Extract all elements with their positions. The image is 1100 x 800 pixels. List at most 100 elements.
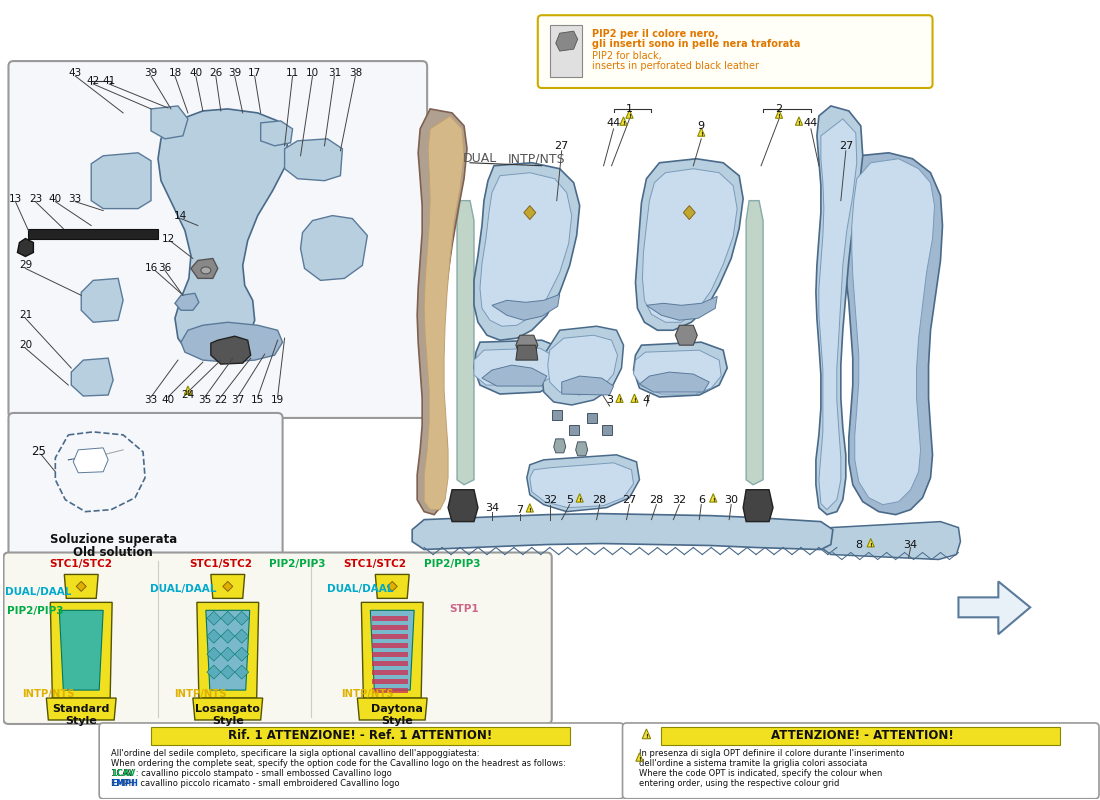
Polygon shape — [223, 582, 233, 591]
Text: 25: 25 — [31, 446, 46, 458]
Polygon shape — [375, 574, 409, 598]
Text: !: ! — [712, 498, 715, 502]
Polygon shape — [207, 630, 221, 643]
Polygon shape — [586, 413, 596, 423]
Polygon shape — [151, 106, 188, 139]
Bar — [372, 661, 408, 666]
Text: 30: 30 — [724, 494, 738, 505]
Polygon shape — [851, 158, 935, 505]
Text: 40: 40 — [48, 194, 62, 204]
Bar — [151, 727, 570, 745]
Text: 41: 41 — [102, 76, 116, 86]
Polygon shape — [626, 110, 634, 118]
Text: !: ! — [778, 114, 781, 119]
Polygon shape — [234, 647, 249, 661]
Text: 44: 44 — [606, 118, 620, 128]
Polygon shape — [191, 258, 218, 278]
Polygon shape — [180, 322, 283, 362]
Text: In presenza di sigla OPT definire il colore durante l'inserimento: In presenza di sigla OPT definire il col… — [639, 749, 905, 758]
Text: 4: 4 — [642, 395, 650, 405]
Text: 38: 38 — [349, 68, 362, 78]
Text: 40: 40 — [189, 68, 202, 78]
Polygon shape — [639, 372, 710, 392]
Text: ATTENZIONE! - ATTENTION!: ATTENZIONE! - ATTENTION! — [771, 730, 954, 742]
Polygon shape — [361, 602, 424, 698]
Text: !: ! — [579, 498, 581, 502]
Polygon shape — [74, 448, 108, 473]
Text: DUAL/DAAL: DUAL/DAAL — [150, 584, 216, 594]
Polygon shape — [616, 394, 623, 402]
Text: Style: Style — [382, 716, 414, 726]
Polygon shape — [221, 665, 234, 679]
Text: 27: 27 — [838, 141, 853, 151]
Bar — [372, 688, 408, 693]
Polygon shape — [552, 410, 562, 420]
Polygon shape — [675, 326, 697, 345]
Text: !: ! — [623, 121, 625, 126]
Polygon shape — [548, 335, 617, 395]
FancyBboxPatch shape — [623, 723, 1099, 798]
Polygon shape — [197, 602, 258, 698]
Polygon shape — [527, 455, 639, 512]
Bar — [372, 670, 408, 675]
Text: 16: 16 — [144, 263, 157, 274]
Text: !: ! — [632, 398, 636, 403]
Text: 6: 6 — [697, 494, 705, 505]
Polygon shape — [207, 665, 221, 679]
Text: 42: 42 — [87, 76, 100, 86]
Text: 8: 8 — [855, 539, 862, 550]
Text: EMPH: EMPH — [111, 778, 138, 788]
Text: 17: 17 — [249, 68, 262, 78]
Polygon shape — [710, 494, 717, 502]
Polygon shape — [642, 169, 737, 322]
Polygon shape — [620, 117, 627, 126]
FancyBboxPatch shape — [3, 553, 552, 724]
Bar — [372, 652, 408, 657]
Text: 33: 33 — [68, 194, 81, 204]
Text: DUAL/DAAL: DUAL/DAAL — [327, 584, 394, 594]
Text: 27: 27 — [623, 494, 637, 505]
Polygon shape — [207, 611, 221, 626]
Polygon shape — [516, 345, 538, 360]
Polygon shape — [542, 326, 624, 405]
Polygon shape — [636, 753, 644, 762]
Polygon shape — [474, 340, 566, 394]
Text: 15: 15 — [251, 395, 264, 405]
Text: STP1: STP1 — [449, 604, 478, 614]
Polygon shape — [59, 610, 103, 690]
Text: DUAL/DAAL: DUAL/DAAL — [6, 587, 72, 598]
Bar — [372, 643, 408, 648]
Text: 28: 28 — [593, 494, 607, 505]
Text: 19: 19 — [271, 395, 284, 405]
Text: 1: 1 — [626, 104, 632, 114]
Text: !: ! — [618, 398, 621, 403]
Text: 7: 7 — [516, 505, 524, 514]
Polygon shape — [746, 201, 763, 485]
Text: STC1/STC2: STC1/STC2 — [50, 559, 112, 570]
Polygon shape — [867, 538, 875, 547]
Text: 36: 36 — [158, 263, 172, 274]
Text: 34: 34 — [485, 502, 499, 513]
Text: PIP2/PIP3: PIP2/PIP3 — [424, 559, 481, 570]
Text: Style: Style — [65, 716, 97, 726]
Polygon shape — [482, 365, 547, 386]
Text: EMPH: cavallino piccolo ricamato - small embroidered Cavallino logo: EMPH: cavallino piccolo ricamato - small… — [111, 778, 399, 788]
Polygon shape — [64, 574, 98, 598]
Text: Soluzione superata: Soluzione superata — [50, 533, 177, 546]
Polygon shape — [448, 490, 478, 522]
Polygon shape — [221, 611, 234, 626]
Polygon shape — [192, 698, 263, 720]
Text: PIP2 per il colore nero,: PIP2 per il colore nero, — [592, 29, 718, 39]
Polygon shape — [553, 439, 565, 453]
Polygon shape — [575, 442, 587, 456]
Text: 2: 2 — [776, 104, 782, 114]
Text: entering order, using the respective colour grid: entering order, using the respective col… — [639, 778, 839, 788]
Polygon shape — [417, 109, 467, 514]
Bar — [372, 679, 408, 684]
Polygon shape — [631, 394, 638, 402]
Text: 28: 28 — [649, 494, 663, 505]
FancyBboxPatch shape — [9, 413, 283, 558]
Text: 1CAV : cavallino piccolo stampato - small embossed Cavallino logo: 1CAV : cavallino piccolo stampato - smal… — [111, 769, 392, 778]
Polygon shape — [642, 729, 650, 738]
Text: 39: 39 — [228, 68, 241, 78]
